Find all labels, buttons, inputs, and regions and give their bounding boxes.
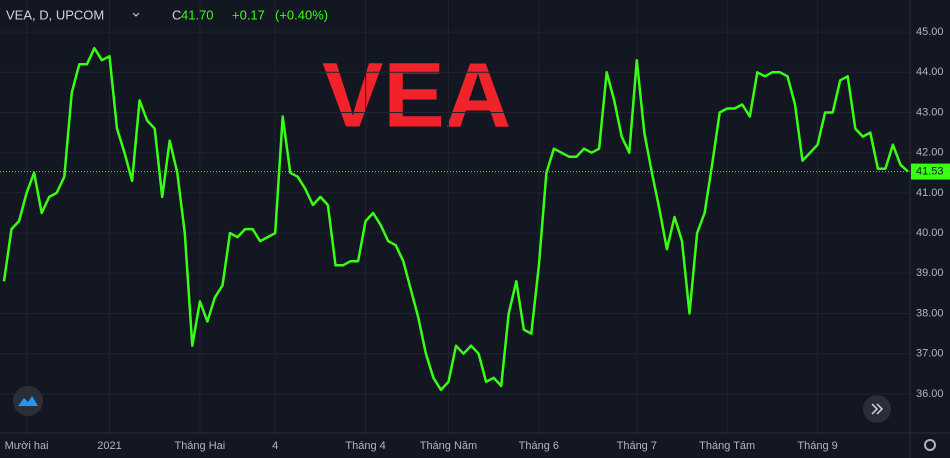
watermark: VEA — [322, 44, 511, 146]
scroll-icon — [871, 403, 884, 415]
x-tick-label: 4 — [272, 440, 278, 452]
x-tick-label: Mười hai — [5, 440, 49, 452]
settings-button[interactable] — [924, 439, 936, 451]
last-price-tag — [911, 163, 950, 180]
x-tick-label: Tháng 6 — [519, 440, 559, 452]
last-price-label: 41.53 — [916, 165, 944, 177]
dropdown-icon[interactable] — [132, 12, 140, 17]
y-tick-label: 43.00 — [916, 106, 944, 118]
x-tick-label: 2021 — [97, 440, 121, 452]
x-tick-label: Tháng 7 — [617, 440, 657, 452]
y-tick-label: 44.00 — [916, 66, 944, 78]
price-line — [2, 46, 909, 392]
y-tick-label: 45.00 — [916, 26, 944, 38]
y-tick-label: 42.00 — [916, 147, 944, 159]
y-tick-label: 41.00 — [916, 187, 944, 199]
x-tick-label: Tháng 4 — [345, 440, 385, 452]
change: +0.17 — [232, 7, 265, 22]
y-tick-label: 38.00 — [916, 307, 944, 319]
logo-button[interactable] — [13, 386, 43, 416]
x-tick-label: Tháng Năm — [420, 440, 477, 452]
change-pct: (+0.40%) — [275, 7, 328, 22]
x-tick-label: Tháng 9 — [797, 440, 837, 452]
y-tick-label: 36.00 — [916, 388, 944, 400]
x-tick-label: Tháng Tám — [699, 440, 755, 452]
close-value: 41.70 — [181, 7, 214, 22]
y-tick-label: 39.00 — [916, 267, 944, 279]
close-prefix: C — [172, 7, 181, 22]
symbol[interactable]: VEA, D, UPCOM — [6, 7, 104, 22]
logo-icon — [18, 396, 38, 406]
x-tick-label: Tháng Hai — [174, 440, 225, 452]
y-tick-label: 40.00 — [916, 227, 944, 239]
y-tick-label: 37.00 — [916, 348, 944, 360]
